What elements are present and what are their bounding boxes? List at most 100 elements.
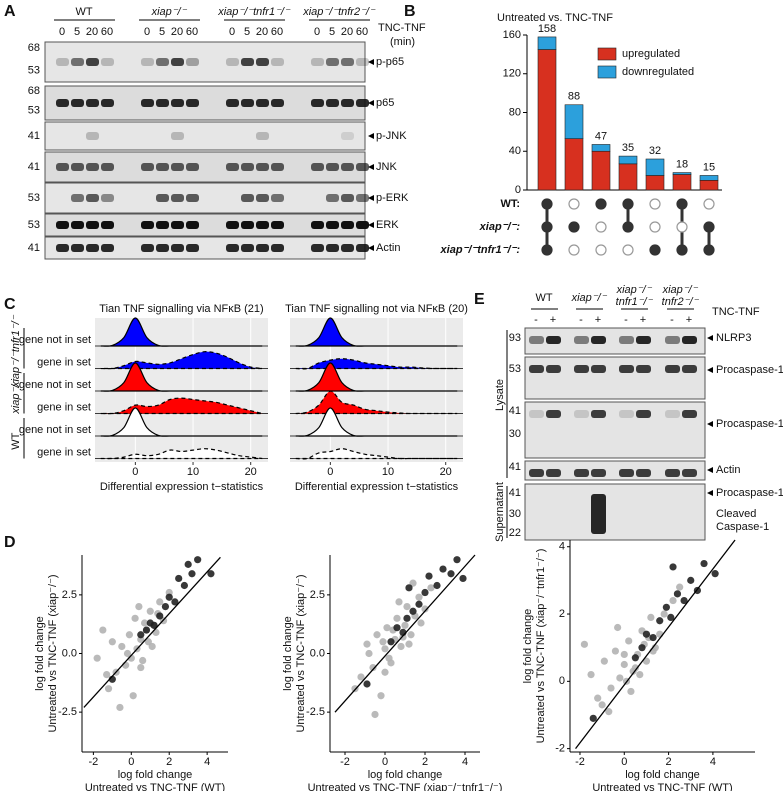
band [682,336,697,344]
band [682,469,697,477]
set-dot [541,198,553,210]
legend-swatch [597,65,617,79]
fraction-label: Supernatant [494,482,506,542]
point [171,598,179,606]
mw-marker: 53 [509,363,521,375]
point [631,664,639,672]
set-label: WT: [500,198,520,210]
point [142,626,151,634]
arrowhead [707,490,713,496]
point [656,617,664,625]
band [326,58,339,66]
ridge [295,317,458,347]
band [101,163,114,171]
blot-strip [524,356,706,400]
band [86,244,99,252]
genotype-header: xiap⁻/⁻tnfr2⁻/⁻ [302,6,376,18]
row-label: gene in set [37,446,91,458]
band [591,336,606,344]
mw-marker: 68 [28,42,40,54]
arrowhead [368,195,374,201]
set-dot [703,221,715,233]
point [447,570,455,578]
point [594,694,602,702]
time-label: 0 [144,26,150,38]
bar-segment [537,36,557,50]
band [171,99,184,107]
band [356,194,369,202]
sign-label: + [640,314,646,326]
point [680,596,688,605]
ridge [295,390,458,415]
point [453,556,461,564]
band-label: p-JNK [376,130,407,142]
x-tick-label: 4 [204,756,210,768]
band [71,194,84,202]
band [56,221,69,229]
band [71,99,84,107]
mw-marker: 41 [509,405,521,417]
bar-segment [591,150,611,191]
bar-segment [645,175,665,191]
band [341,244,354,252]
mw-marker: 41 [28,242,40,254]
x-tick-label: 2 [166,756,172,768]
point [146,607,154,615]
y-tick-label: 0 [515,184,521,196]
band [311,99,324,107]
time-label: 0 [59,26,65,38]
band [665,336,680,344]
legend-label: downregulated [622,66,694,78]
band [256,99,269,107]
mw-marker: 41 [28,130,40,142]
time-label: 20 [171,26,183,38]
band [101,58,114,66]
row-label: gene not in set [19,424,91,436]
y-tick-label: 0.0 [62,647,77,659]
y-tick-label: 2.5 [310,589,325,601]
x-axis-label: log fold change [625,769,700,781]
ridge [295,362,458,392]
total-label: 47 [595,130,607,142]
point [409,607,417,615]
band [529,410,544,418]
band [665,469,680,477]
band [636,410,651,418]
point [379,638,387,646]
sign-label: - [624,314,628,326]
mw-marker: 68 [28,85,40,97]
point [405,584,413,592]
band [529,469,544,477]
total-label: 88 [568,91,580,103]
point [116,703,124,712]
x-axis-label: log fold change [368,769,443,781]
band [241,194,254,202]
set-dot [568,221,580,233]
set-dot [649,244,661,256]
y-tick-label: 40 [509,145,521,157]
band [574,469,589,477]
mw-marker: 53 [28,104,40,116]
unit-label: (min) [390,36,415,48]
x-tick-label: 0 [128,756,134,768]
point [397,642,405,651]
band [271,99,284,107]
set-dot [649,198,661,210]
legend-swatch [597,47,617,61]
point [403,602,411,611]
band-label: Procaspase-1 [716,487,783,499]
point [667,613,675,621]
band [156,194,169,202]
band-label: NLRP3 [716,332,751,344]
arrowhead [707,421,713,427]
band [619,336,634,344]
point [417,619,425,627]
band [241,221,254,229]
set-dot [595,244,607,256]
point [363,680,371,688]
band [56,244,69,252]
band [226,58,239,66]
y-tick-label: -2.5 [306,706,325,718]
band-label: p-p65 [376,56,404,68]
